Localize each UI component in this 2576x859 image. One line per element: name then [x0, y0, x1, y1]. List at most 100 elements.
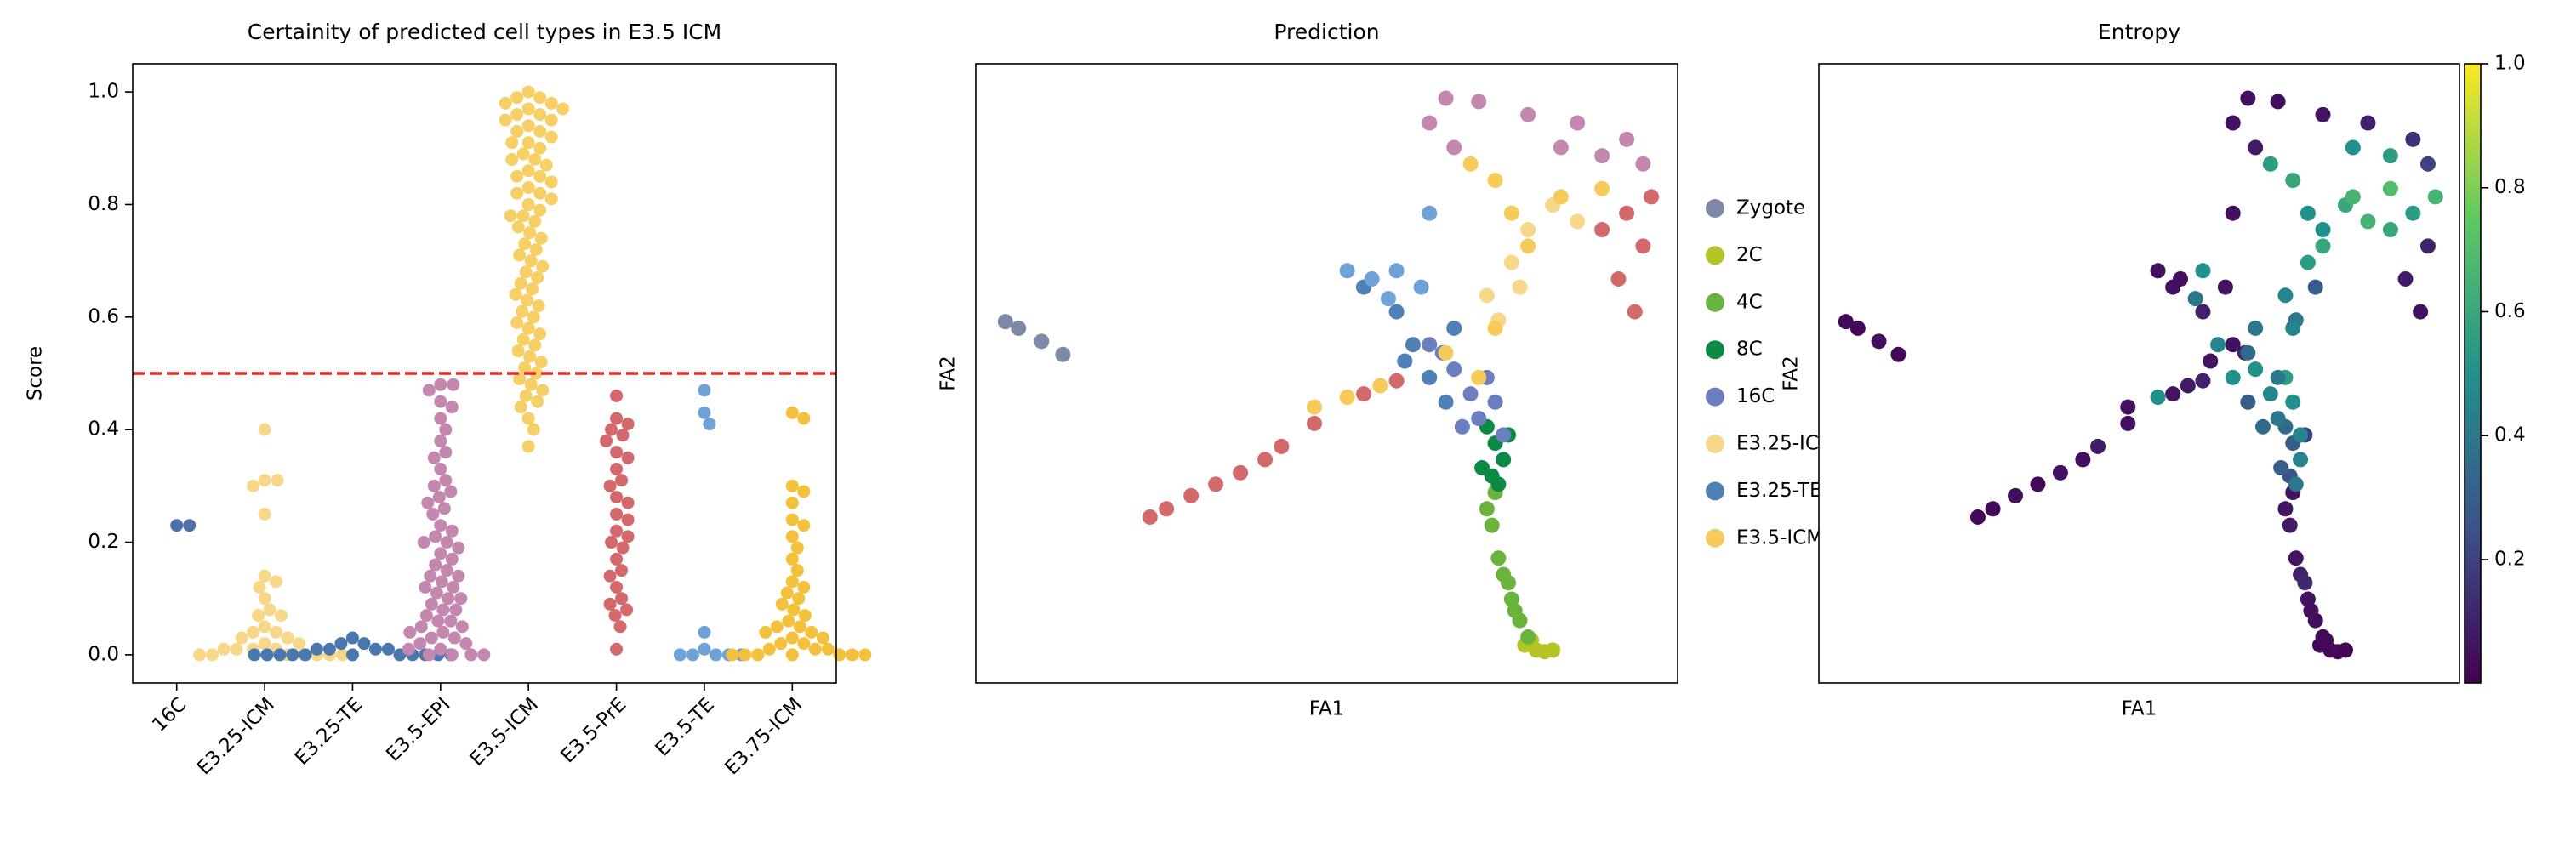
swarm-point	[444, 614, 458, 628]
swarm-point	[258, 620, 271, 634]
scatter-point	[2315, 222, 2331, 238]
swarm-point	[846, 648, 859, 662]
swarm-point	[821, 642, 835, 656]
swarm-point	[427, 479, 441, 492]
scatter-point	[1490, 550, 1507, 566]
x-tick-label: E3.25-TE	[291, 693, 367, 769]
scatter-point	[1520, 106, 1536, 122]
swarm-point	[797, 637, 811, 651]
swarm-point	[248, 648, 261, 662]
swarm-point	[452, 569, 465, 583]
swarm-point	[534, 231, 548, 245]
scatter-point	[2270, 94, 2286, 110]
swarm-point	[431, 614, 445, 628]
scatter-point	[1397, 353, 1413, 369]
swarm-point	[603, 569, 617, 583]
scatter-point	[1355, 386, 1371, 402]
swarm-point	[526, 282, 539, 296]
swarm-point	[673, 648, 687, 662]
scatter-point	[1257, 452, 1274, 468]
colorbar	[2464, 63, 2482, 684]
swarm-point	[322, 642, 336, 656]
swarm-point	[193, 648, 207, 662]
swarm-point	[521, 440, 535, 453]
swarm-point	[511, 344, 525, 358]
scatter-point	[1055, 346, 1071, 362]
swarm-point	[419, 580, 432, 594]
scatter-point	[1274, 438, 1290, 454]
swarm-point	[787, 603, 801, 617]
swarm-point	[510, 91, 524, 105]
scatter-point	[2382, 148, 2398, 164]
swarm-point	[505, 136, 519, 150]
scatter-point	[1985, 501, 2001, 517]
scatter-point	[1208, 476, 1224, 492]
swarm-point	[610, 642, 624, 656]
swarm-point	[529, 242, 543, 256]
swarm-point	[449, 603, 463, 617]
axes-frame	[975, 63, 1678, 684]
scatter-point	[2195, 373, 2211, 389]
swarm-point	[432, 491, 446, 504]
swarm-point	[726, 648, 739, 662]
scatter-point	[2382, 222, 2398, 238]
swarm-point	[235, 631, 248, 645]
scatter-point	[1849, 320, 1866, 336]
swarm-point	[621, 496, 635, 509]
swarm-point	[270, 575, 283, 589]
swarm-point	[442, 592, 455, 606]
swarm-point	[544, 130, 558, 144]
x-tick-label: E3.5-ICM	[465, 693, 543, 771]
swarm-point	[516, 209, 530, 223]
swarm-point	[528, 338, 542, 352]
scatter-point	[2273, 460, 2289, 476]
swarm-point	[510, 124, 524, 138]
swarm-point	[425, 631, 438, 645]
swarm-point	[258, 423, 271, 436]
swarm-point	[793, 620, 806, 634]
scatter-point	[2225, 337, 2241, 353]
axes-frame	[132, 63, 837, 684]
scatter-point	[2240, 90, 2256, 106]
swarm-point	[293, 637, 306, 651]
swarm-point	[785, 631, 799, 645]
swarm-point	[532, 299, 545, 313]
swarm-point	[762, 642, 776, 656]
swarm-point	[437, 502, 451, 515]
swarm-point	[434, 519, 447, 532]
swarm-point	[698, 625, 711, 639]
swarm-point	[445, 401, 459, 414]
scatter-point	[1496, 452, 1512, 468]
swarm-point	[413, 637, 427, 651]
swarm-point	[439, 446, 453, 459]
swarm-point	[686, 648, 699, 662]
swarm-point	[436, 625, 450, 639]
scatter-point	[1471, 94, 1487, 110]
scatter-point	[1479, 501, 1495, 517]
legend-label: 16C	[1736, 385, 1775, 407]
scatter-point	[2225, 205, 2241, 221]
scatter-point	[2345, 189, 2361, 205]
swarm-point	[510, 108, 524, 122]
swarm-point	[616, 541, 630, 555]
swarm-point	[798, 609, 812, 623]
scatter-point	[2075, 452, 2091, 468]
legend-label: Zygote	[1736, 197, 1805, 219]
swarm-point	[440, 564, 453, 577]
swarm-point	[785, 552, 799, 566]
scatter-point	[1838, 314, 1854, 330]
swarm-point	[429, 530, 442, 543]
scatter-point	[1034, 333, 1050, 350]
scatter-point	[2315, 238, 2331, 254]
swarm-point	[263, 603, 276, 617]
swarm-point	[414, 620, 428, 634]
swarm-point	[536, 259, 550, 273]
x-axis-label: FA1	[1309, 698, 1345, 720]
scatter-point	[2150, 263, 2166, 279]
swarm-point	[785, 575, 799, 589]
swarm-point	[544, 192, 558, 206]
swarm-point	[519, 389, 533, 402]
swarm-point	[790, 564, 804, 577]
x-tick-label: E3.5-PrE	[557, 693, 631, 767]
swarm-point	[605, 536, 618, 549]
